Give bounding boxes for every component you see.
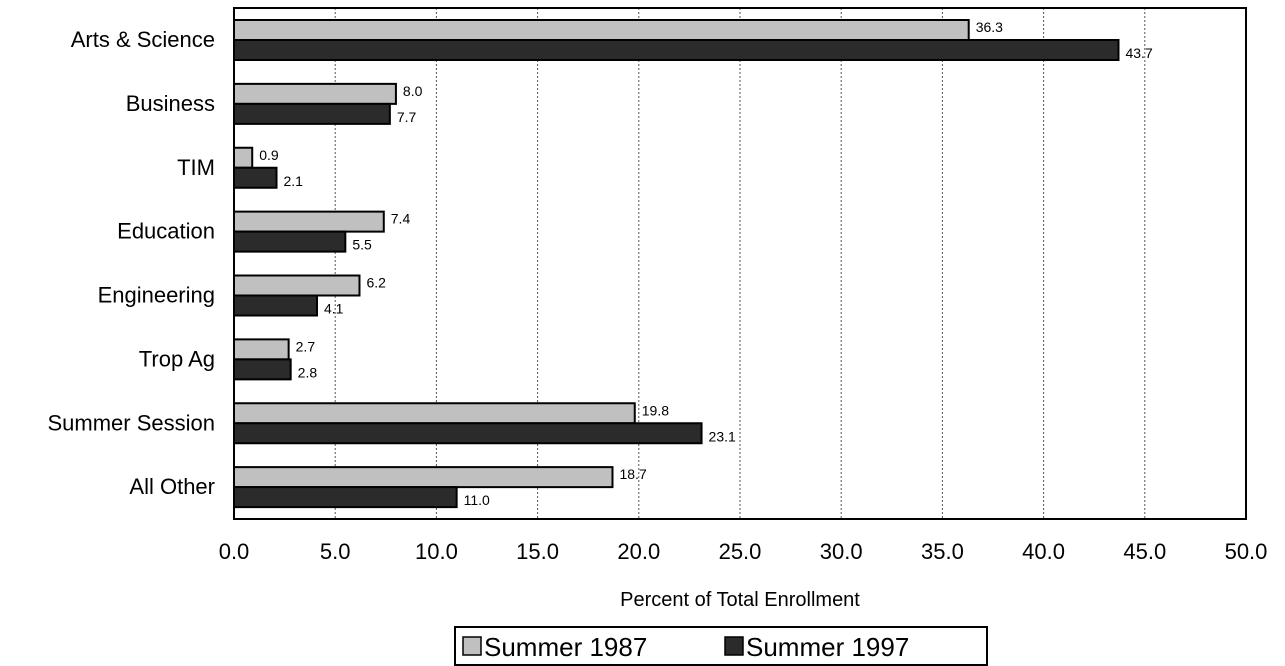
- x-tick-labels: 0.0 5.0 10.0 15.0 20.0 25.0 30.0 35.0 40.0 45.0 50…: [219, 539, 1268, 564]
- data-label: 36.3: [976, 19, 1003, 35]
- data-label: 11.0: [464, 492, 490, 508]
- x-axis-title: Percent of Total Enrollment: [620, 589, 860, 611]
- legend-label-summer-1987: Summer 1987: [484, 632, 647, 662]
- data-label: 18.7: [619, 466, 646, 482]
- x-tick-label: 30.0: [820, 539, 863, 564]
- category-label: Summer Session: [47, 410, 215, 435]
- x-tick-label: 5.0: [320, 539, 351, 564]
- x-tick-label: 40.0: [1022, 539, 1065, 564]
- data-labels: 36.3 43.7 8.0 7.7 0.9 2.1 7.4 5.5 6.2 4.1 2.7 2.8 19…: [259, 19, 1153, 508]
- bar-summer-1997: [233, 230, 347, 253]
- x-tick-label: 35.0: [921, 539, 964, 564]
- bar-summer-1987: [233, 466, 614, 489]
- category-labels: Arts & Science Business TIM Education Engine…: [47, 27, 215, 499]
- x-tick-label: 20.0: [617, 539, 660, 564]
- category-label: Business: [126, 91, 215, 116]
- bar-summer-1997: [233, 358, 292, 381]
- data-label: 4.1: [324, 301, 344, 317]
- data-label: 43.7: [1125, 45, 1152, 61]
- category-label: Engineering: [98, 283, 215, 308]
- x-tick-label: 50.0: [1225, 539, 1268, 564]
- bar-summer-1997: [233, 102, 391, 125]
- legend-label-summer-1997: Summer 1997: [746, 632, 909, 662]
- legend-swatch-summer-1987: [462, 636, 482, 656]
- x-tick-label: 25.0: [719, 539, 762, 564]
- data-label: 8.0: [403, 83, 423, 99]
- bar-summer-1987: [233, 146, 254, 169]
- bars: [233, 19, 1120, 509]
- plot-area-frame: [233, 7, 1247, 520]
- data-label: 2.7: [296, 338, 316, 354]
- data-label: 7.7: [397, 109, 417, 125]
- category-label: Arts & Science: [71, 27, 215, 52]
- bar-summer-1987: [233, 19, 970, 41]
- data-label: 19.8: [642, 402, 669, 418]
- data-label: 5.5: [352, 237, 372, 253]
- legend: Summer 1987 Summer 1997: [454, 626, 988, 666]
- bar-summer-1997: [233, 422, 703, 445]
- data-label: 6.2: [366, 275, 386, 291]
- bar-summer-1997: [233, 39, 1120, 61]
- category-label: TIM: [177, 155, 215, 180]
- data-label: 2.8: [298, 364, 318, 380]
- bar-summer-1997: [233, 486, 458, 509]
- bar-summer-1997: [233, 294, 318, 317]
- category-label: Education: [117, 219, 215, 244]
- data-label: 2.1: [284, 173, 304, 189]
- bar-summer-1997: [233, 166, 278, 189]
- x-tick-label: 15.0: [516, 539, 559, 564]
- x-tick-label: 45.0: [1123, 539, 1166, 564]
- legend-swatch-summer-1997: [724, 636, 744, 656]
- x-tick-label: 0.0: [219, 539, 250, 564]
- bar-summer-1987: [233, 338, 290, 361]
- bar-summer-1987: [233, 402, 636, 425]
- data-label: 23.1: [709, 428, 736, 444]
- x-tick-label: 10.0: [415, 539, 458, 564]
- bar-summer-1987: [233, 210, 385, 233]
- data-label: 7.4: [391, 211, 411, 227]
- category-label: Trop Ag: [139, 346, 215, 371]
- category-label: All Other: [129, 474, 215, 499]
- data-label: 0.9: [259, 147, 279, 163]
- bar-summer-1987: [233, 274, 361, 297]
- legend-box: [454, 626, 988, 666]
- bar-summer-1987: [233, 82, 397, 105]
